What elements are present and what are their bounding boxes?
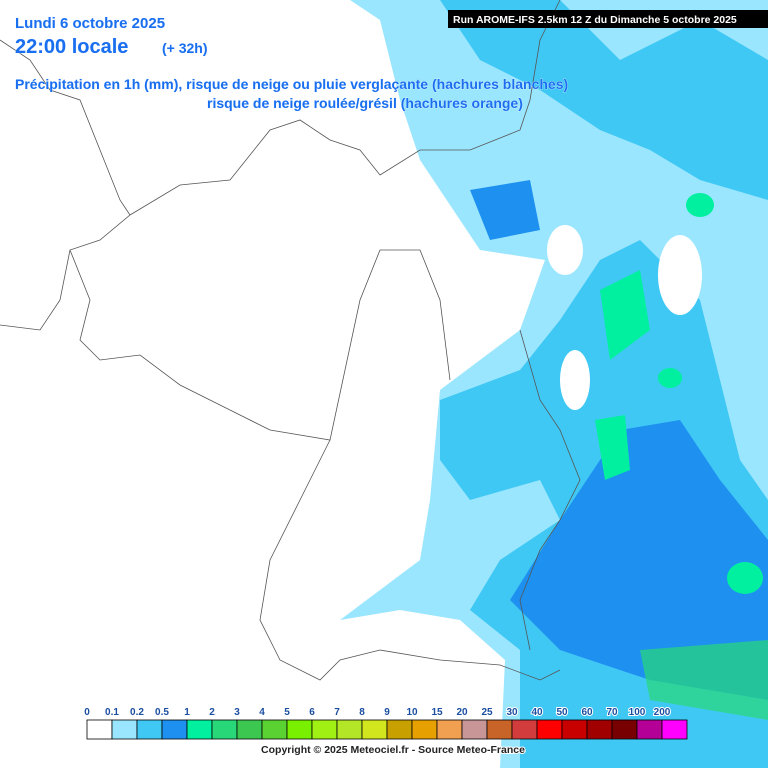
- time: 22:00 locale: [15, 36, 128, 58]
- legend-swatch: [111, 719, 138, 740]
- legend-label: 15: [431, 707, 443, 718]
- legend-swatch: [261, 719, 288, 740]
- legend-swatch: [161, 719, 188, 740]
- precipitation: [340, 0, 768, 768]
- legend-label: 8: [359, 707, 365, 718]
- run-info: Run AROME-IFS 2.5km 12 Z du Dimanche 5 o…: [453, 14, 737, 26]
- lead-time: (+ 32h): [162, 40, 208, 56]
- legend-swatch: [511, 719, 538, 740]
- legend-label: 0: [84, 707, 90, 718]
- legend-label: 4: [259, 707, 265, 718]
- legend-label: 10: [406, 707, 418, 718]
- legend-swatch: [536, 719, 563, 740]
- legend-swatch: [586, 719, 613, 740]
- legend-label: 7: [334, 707, 340, 718]
- legend-label: 6: [309, 707, 315, 718]
- legend-label: 40: [531, 707, 543, 718]
- legend-swatch: [661, 719, 688, 740]
- legend-label: 1: [184, 707, 190, 718]
- legend-swatch: [236, 719, 263, 740]
- run-box: [448, 10, 768, 28]
- legend-swatch: [186, 719, 213, 740]
- legend-swatch: [436, 719, 463, 740]
- subtitle: risque de neige roulée/grésil (hachures …: [207, 95, 523, 111]
- legend-label: 100: [629, 707, 646, 718]
- legend-label: 50: [556, 707, 568, 718]
- legend-swatch: [561, 719, 588, 740]
- legend-swatch: [311, 719, 338, 740]
- legend-label: 9: [384, 707, 390, 718]
- legend-swatch: [636, 719, 663, 740]
- legend-swatch: [386, 719, 413, 740]
- legend-label: 0.2: [130, 707, 144, 718]
- legend-label: 3: [234, 707, 240, 718]
- legend-swatch: [461, 719, 488, 740]
- legend-swatch: [136, 719, 163, 740]
- legend-swatch: [86, 719, 113, 740]
- legend: 0 0.1 0.2 0.5 1 2 3 4 5 6 7 8 9 10 15 20 25 30 40 50 60 70 100…: [83, 706, 688, 740]
- legend-label: 0.1: [105, 707, 119, 718]
- legend-label: 60: [581, 707, 593, 718]
- legend-label: 20: [456, 707, 468, 718]
- legend-label: 200: [654, 707, 671, 718]
- legend-label: 25: [481, 707, 493, 718]
- legend-swatch: [336, 719, 363, 740]
- legend-swatch: [286, 719, 313, 740]
- legend-label: 70: [606, 707, 618, 718]
- subtitle: Précipitation en 1h (mm), risque de neig…: [15, 76, 568, 92]
- copyright: Copyright © 2025 Meteociel.fr - Source M…: [261, 744, 525, 756]
- legend-swatch: [411, 719, 438, 740]
- date: Lundi 6 octobre 2025: [15, 15, 165, 32]
- legend-label: 2: [209, 707, 215, 718]
- borders: [0, 0, 581, 681]
- legend-label: 0.5: [155, 707, 169, 718]
- legend-swatch: [486, 719, 513, 740]
- legend-swatch: [611, 719, 638, 740]
- legend-swatch: [361, 719, 388, 740]
- legend-label: 5: [284, 707, 290, 718]
- legend-label: 30: [506, 707, 518, 718]
- legend-swatch: [211, 719, 238, 740]
